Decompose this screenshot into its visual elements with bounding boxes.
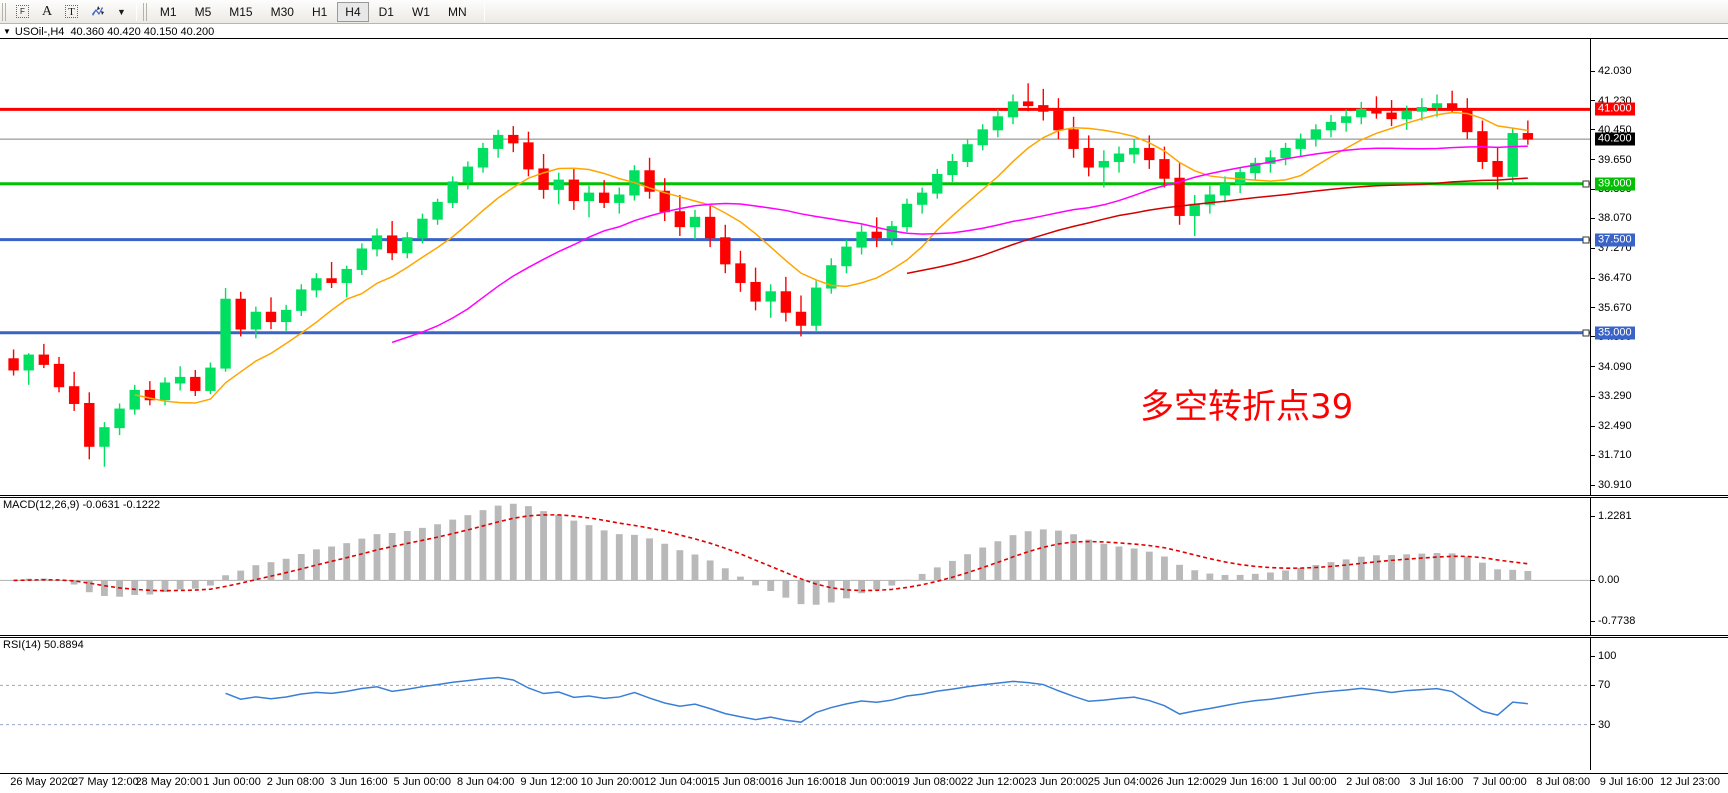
rsi-tick-30: 30 — [1591, 719, 1610, 731]
price-tick-42-030: 42.030 — [1591, 65, 1632, 77]
timeframe-grip[interactable] — [142, 2, 149, 21]
time-label-13: 18 Jun 00:00 — [834, 776, 898, 788]
price-tick-32-490: 32.490 — [1591, 420, 1632, 432]
timeframe-button-mn[interactable]: MN — [447, 4, 467, 19]
time-label-21: 2 Jul 08:00 — [1346, 776, 1400, 788]
time-label-14: 19 Jun 08:00 — [897, 776, 962, 788]
level-handle-35-000[interactable] — [1582, 329, 1590, 337]
time-label-11: 15 Jun 08:00 — [707, 776, 772, 788]
time-label-18: 26 Jun 12:00 — [1151, 776, 1215, 788]
symbol-info-bar: ▼ USOil-,H4 40.360 40.420 40.150 40.200 — [0, 25, 1728, 38]
time-label-9: 10 Jun 20:00 — [580, 776, 645, 788]
toolbar-divider-2 — [483, 2, 485, 21]
price-chart-svg — [0, 83, 1590, 467]
price-panel[interactable]: 多空转折点39 42.03041.23040.45039.65038.85038… — [0, 39, 1728, 495]
time-label-23: 7 Jul 00:00 — [1472, 776, 1527, 788]
macd-chart-svg — [0, 503, 1590, 605]
objects-tool-icon[interactable] — [85, 2, 110, 22]
rsi-tick-70: 70 — [1591, 679, 1610, 691]
support2-level-badge[interactable]: 35.000 — [1595, 326, 1635, 340]
time-label-3: 1 Jun 00:00 — [203, 776, 261, 788]
level-handle-39-000[interactable] — [1582, 180, 1590, 188]
collapse-arrow-icon[interactable]: ▼ — [3, 27, 11, 36]
current-price-badge[interactable]: 40.200 — [1595, 132, 1635, 146]
time-label-1: 27 May 12:00 — [72, 776, 139, 788]
toolbar-grip[interactable] — [2, 2, 8, 21]
symbol-ohlc: 40.360 40.420 40.150 40.200 — [70, 25, 215, 38]
chart-annotation-text: 多空转折点39 — [1140, 387, 1354, 427]
price-axis[interactable]: 42.03041.23040.45039.65038.85038.07037.2… — [1590, 39, 1728, 495]
macd-plot-area[interactable]: MACD(12,26,9) -0.0631 -0.1222 — [0, 498, 1590, 635]
price-plot-area[interactable]: 多空转折点39 — [0, 39, 1590, 495]
macd-label: MACD(12,26,9) -0.0631 -0.1222 — [3, 499, 161, 511]
time-label-2: 28 May 20:00 — [135, 776, 203, 788]
rsi-label: RSI(14) 50.8894 — [3, 639, 84, 651]
time-label-22: 3 Jul 16:00 — [1409, 776, 1464, 788]
price-tick-34-090: 34.090 — [1591, 361, 1632, 373]
time-axis[interactable]: 26 May 2020 27 May 12:00 28 May 20:00 1 Jun… — [0, 773, 1728, 793]
label-tool-icon[interactable]: T — [60, 2, 83, 22]
pivot-level-badge[interactable]: 39.000 — [1595, 177, 1635, 191]
macd-tick-12281: 1.2281 — [1591, 510, 1632, 522]
price-tick-33-290: 33.290 — [1591, 390, 1632, 402]
price-tick-35-670: 35.670 — [1591, 302, 1632, 314]
symbol-name: USOil-,H4 — [14, 25, 65, 38]
timeframe-button-m15[interactable]: M15 — [229, 4, 253, 19]
timeframe-group: M1 M5 M15 M30 H1 H4 D1 W1 MN — [151, 1, 476, 22]
objects-dropdown-arrow-icon[interactable]: ▼ — [117, 6, 126, 17]
crosshair-tool-icon[interactable]: F — [11, 2, 34, 22]
rsi-chart-svg — [0, 676, 1590, 726]
time-label-17: 25 Jun 04:00 — [1087, 776, 1152, 788]
level-handle-37-500[interactable] — [1582, 236, 1590, 244]
time-label-20: 1 Jul 00:00 — [1282, 776, 1337, 788]
macd-axis[interactable]: 1.2281 0.00 -0.7738 — [1590, 498, 1728, 635]
time-label-7: 8 Jun 04:00 — [456, 776, 515, 788]
time-label-12: 16 Jun 16:00 — [770, 776, 835, 788]
macd-rsi-divider — [0, 635, 1728, 638]
macd-panel[interactable]: MACD(12,26,9) -0.0631 -0.1222 1.2281 0.00… — [0, 498, 1728, 635]
time-label-26: 12 Jul 23:00 — [1660, 776, 1720, 788]
time-label-5: 3 Jun 16:00 — [330, 776, 388, 788]
time-label-10: 12 Jun 04:00 — [644, 776, 708, 788]
timeframe-button-h4[interactable]: H4 — [337, 1, 369, 22]
timeframe-button-d1[interactable]: D1 — [378, 4, 394, 19]
rsi-tick-100: 100 — [1591, 650, 1616, 662]
price-macd-divider — [0, 495, 1728, 498]
macd-tick-07738: -0.7738 — [1591, 615, 1635, 627]
resistance-level-badge[interactable]: 41.000 — [1595, 102, 1635, 116]
timeframe-button-m5[interactable]: M5 — [194, 4, 212, 19]
toolbar-divider-1 — [135, 2, 137, 21]
text-tool-icon[interactable]: A — [41, 3, 53, 19]
support-level-badge[interactable]: 37.500 — [1595, 233, 1635, 247]
time-label-19: 29 Jun 16:00 — [1214, 776, 1279, 788]
price-tick-36-470: 36.470 — [1591, 272, 1632, 284]
price-tick-30-910: 30.910 — [1591, 479, 1632, 491]
time-label-8: 9 Jun 12:00 — [520, 776, 578, 788]
price-tick-38-070: 38.070 — [1591, 212, 1632, 224]
time-label-25: 9 Jul 16:00 — [1599, 776, 1654, 788]
timeframe-button-w1[interactable]: W1 — [411, 4, 430, 19]
rsi-panel[interactable]: RSI(14) 50.8894 100 70 30 — [0, 638, 1728, 770]
price-tick-31-710: 31.710 — [1591, 449, 1632, 461]
rsi-axis[interactable]: 100 70 30 — [1590, 638, 1728, 770]
price-tick-39-650: 39.650 — [1591, 154, 1632, 166]
chart-container[interactable]: 多空转折点39 42.03041.23040.45039.65038.85038… — [0, 38, 1728, 792]
rsi-plot-area[interactable]: RSI(14) 50.8894 — [0, 638, 1590, 770]
timeframe-button-h1[interactable]: H1 — [311, 4, 328, 19]
timeframe-button-m1[interactable]: M1 — [159, 4, 177, 19]
macd-tick-000: 0.00 — [1591, 574, 1619, 586]
main-toolbar: F A T ▼ M1 M5 M15 M30 H1 H4 D1 W1 MN — [0, 0, 1728, 24]
timeframe-button-m30[interactable]: M30 — [270, 4, 294, 19]
time-label-15: 22 Jun 12:00 — [960, 776, 1025, 788]
time-label-4: 2 Jun 08:00 — [266, 776, 325, 788]
time-label-6: 5 Jun 00:00 — [393, 776, 452, 788]
time-label-0: 26 May 2020 — [10, 776, 74, 788]
time-label-16: 23 Jun 20:00 — [1024, 776, 1088, 788]
time-label-24: 8 Jul 08:00 — [1536, 776, 1591, 788]
